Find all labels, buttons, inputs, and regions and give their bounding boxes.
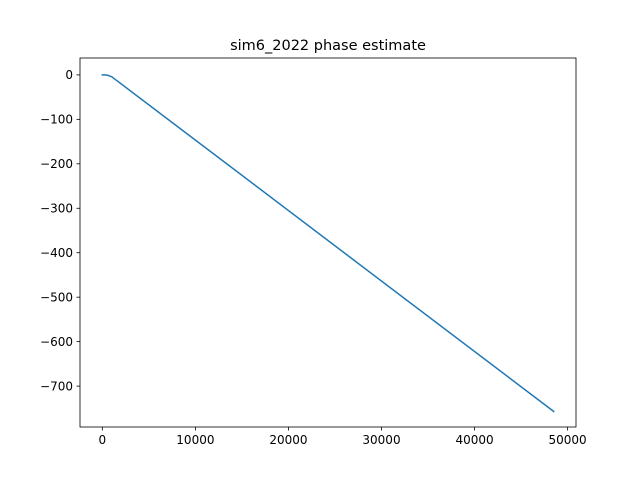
x-axis: 0 10000 20000 30000 40000 50000 [99, 427, 587, 447]
series-line [101, 74, 555, 413]
x-tick-label: 50000 [549, 433, 587, 447]
y-tick-label: −200 [40, 157, 73, 171]
y-tick-label: −300 [40, 202, 73, 216]
y-tick-label: 0 [65, 68, 73, 82]
y-axis: 0 −100 −200 −300 −400 −500 −600 −700 [40, 68, 80, 393]
axes-frame [79, 57, 577, 428]
y-tick-label: −500 [40, 290, 73, 304]
x-tick-label: 20000 [269, 433, 307, 447]
y-tick-label: −600 [40, 335, 73, 349]
chart-title: sim6_2022 phase estimate [230, 38, 426, 54]
y-tick-label: −100 [40, 113, 73, 127]
x-tick-label: 30000 [362, 433, 400, 447]
series-layer [101, 74, 555, 413]
y-tick-label: −400 [40, 246, 73, 260]
x-tick-label: 10000 [176, 433, 214, 447]
y-tick-label: −700 [40, 379, 73, 393]
x-tick-label: 40000 [455, 433, 493, 447]
x-tick-label: 0 [99, 433, 107, 447]
